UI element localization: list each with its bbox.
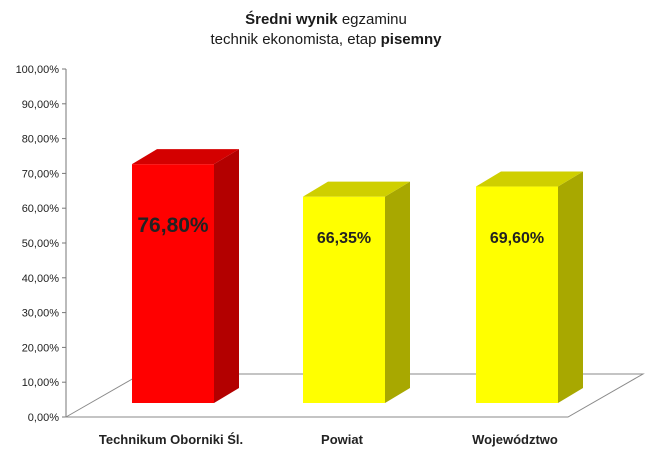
y-tick-label: 30,00% — [22, 308, 60, 320]
bar-top — [476, 171, 583, 187]
bar-front — [132, 164, 214, 403]
y-tick-label: 10,00% — [22, 377, 60, 389]
y-tick-label: 20,00% — [22, 342, 60, 354]
bar-front — [476, 186, 558, 403]
data-label: 69,60% — [490, 230, 544, 247]
bar-front — [303, 196, 385, 403]
data-label: 66,35% — [317, 230, 371, 247]
title-line1-rest: egzaminu — [337, 11, 407, 28]
y-tick-label: 40,00% — [22, 273, 60, 285]
title-line2-rest: technik ekonomista, etap — [210, 31, 381, 48]
chart-title-line-1: Średni wynik egzaminu — [0, 10, 652, 30]
y-tick-label: 90,00% — [22, 99, 60, 111]
y-tick-label: 70,00% — [22, 168, 60, 180]
x-category-label: Powiat — [321, 432, 364, 447]
data-label: 76,80% — [137, 214, 209, 237]
chart-title: Średni wynik egzaminu technik ekonomista… — [0, 10, 652, 50]
bar-side — [214, 149, 239, 403]
title-line1-bold: Średni wynik — [245, 11, 338, 28]
x-category-label: Technikum Oborniki Śl. — [99, 432, 243, 447]
bar-side — [558, 171, 583, 403]
y-tick-label: 60,00% — [22, 203, 60, 215]
y-tick-label: 50,00% — [22, 238, 60, 250]
x-category-label: Województwo — [472, 432, 558, 447]
y-tick-label: 80,00% — [22, 134, 60, 146]
y-tick-label: 0,00% — [28, 412, 59, 424]
chart-title-line-2: technik ekonomista, etap pisemny — [0, 30, 652, 50]
y-tick-label: 100,00% — [16, 64, 60, 76]
bar-top — [303, 181, 410, 197]
bar-top — [132, 149, 239, 165]
bar-side — [385, 181, 410, 403]
title-line2-bold: pisemny — [380, 31, 442, 48]
